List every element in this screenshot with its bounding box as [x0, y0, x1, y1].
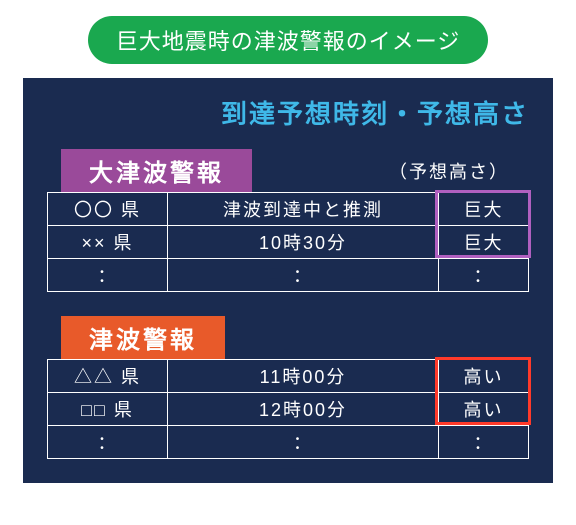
cell-height: 巨大 [439, 226, 529, 259]
cell-time: 11時00分 [168, 360, 439, 393]
cell-height: ： [439, 259, 529, 292]
cell-pref: ： [48, 426, 168, 459]
section-header-row: 津波警報 [47, 316, 529, 359]
page-title-pill: 巨大地震時の津波警報のイメージ [88, 16, 489, 64]
cell-time: ： [168, 426, 439, 459]
cell-time: 津波到達中と推測 [168, 193, 439, 226]
cell-time: 12時00分 [168, 393, 439, 426]
table-row: □□ 県 12時00分 高い [48, 393, 529, 426]
cell-pref: 〇〇 県 [48, 193, 168, 226]
cell-height: 巨大 [439, 193, 529, 226]
cell-time: ： [168, 259, 439, 292]
table-row: ×× 県 10時30分 巨大 [48, 226, 529, 259]
table-row: ： ： ： [48, 426, 529, 459]
section-header-row: 大津波警報 （予想高さ） [47, 149, 529, 192]
warning-table-warning: △△ 県 11時00分 高い □□ 県 12時00分 高い ： ： ： [47, 359, 529, 459]
warning-table-major: 〇〇 県 津波到達中と推測 巨大 ×× 県 10時30分 巨大 ： ： ： [47, 192, 529, 292]
cell-pref: □□ 県 [48, 393, 168, 426]
panel-subtitle: 到達予想時刻・予想高さ [47, 94, 529, 131]
cell-height: 高い [439, 393, 529, 426]
cell-time: 10時30分 [168, 226, 439, 259]
table-row: △△ 県 11時00分 高い [48, 360, 529, 393]
height-note: （予想高さ） [389, 158, 509, 184]
section-tab-major: 大津波警報 [61, 149, 252, 192]
table-wrap-warning: △△ 県 11時00分 高い □□ 県 12時00分 高い ： ： ： [47, 359, 529, 459]
cell-height: 高い [439, 360, 529, 393]
cell-height: ： [439, 426, 529, 459]
cell-pref: ： [48, 259, 168, 292]
section-tab-warning: 津波警報 [61, 316, 225, 359]
table-row: 〇〇 県 津波到達中と推測 巨大 [48, 193, 529, 226]
table-row: ： ： ： [48, 259, 529, 292]
cell-pref: ×× 県 [48, 226, 168, 259]
main-panel: 到達予想時刻・予想高さ 大津波警報 （予想高さ） 〇〇 県 津波到達中と推測 巨… [23, 78, 553, 483]
table-wrap-major: 〇〇 県 津波到達中と推測 巨大 ×× 県 10時30分 巨大 ： ： ： [47, 192, 529, 292]
cell-pref: △△ 県 [48, 360, 168, 393]
